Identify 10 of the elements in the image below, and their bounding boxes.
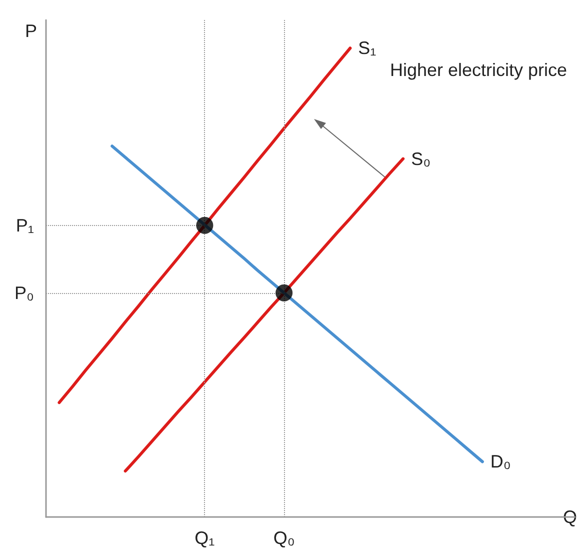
ref-line-label: P₀ xyxy=(14,282,34,303)
annotation: Higher electricity price xyxy=(390,60,568,80)
ref-line-label: P₁ xyxy=(16,215,34,236)
y-axis-title: P xyxy=(24,21,38,41)
series-label: S₀ xyxy=(411,148,431,169)
x-axis-title: Q xyxy=(563,507,578,527)
x-tick-label: Q₁ xyxy=(194,528,215,548)
series-label: D₀ xyxy=(490,452,511,472)
series-label: S₁ xyxy=(358,38,376,58)
x-tick-label: Q₀ xyxy=(273,528,295,548)
